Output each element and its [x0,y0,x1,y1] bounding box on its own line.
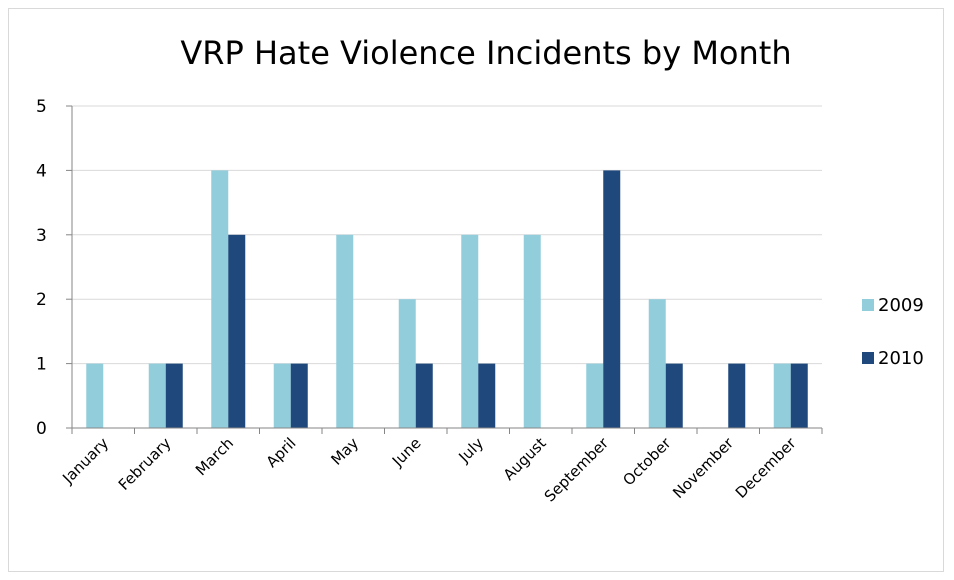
x-tick-label: June [388,434,425,471]
bar-2009-april [273,363,291,428]
x-tick-label: December [732,434,800,502]
legend: 2009 2010 [862,295,924,369]
x-tick-label: May [327,434,362,469]
bar-2010-june [415,363,433,428]
bar-2009-june [398,299,416,428]
bar-2010-december [790,363,808,428]
bar-2009-may [336,234,354,428]
bar-2009-august [523,234,541,428]
legend-swatch-2010 [862,352,874,364]
y-axis-tick-labels: 0 1 2 3 4 5 [36,97,47,439]
bar-2009-september [586,363,604,428]
x-tick-label: March [192,434,237,479]
legend-label-2010: 2010 [878,348,924,369]
bars [86,170,808,428]
x-tick-label: July [455,434,488,467]
y-tick-label: 3 [36,226,47,246]
chart-title: VRP Hate Violence Incidents by Month [180,34,791,72]
bar-2009-january [86,363,104,428]
legend-label-2009: 2009 [878,295,924,316]
x-tick-label: October [619,434,675,490]
x-axis [71,106,823,434]
x-tick-label: February [115,434,175,494]
x-tick-label: September [541,434,613,506]
bar-2010-july [478,363,496,428]
bar-2009-february [148,363,166,428]
y-tick-label: 1 [36,355,47,375]
x-axis-tick-labels: January February March April May June July Augu… [58,434,800,506]
x-tick-label: January [58,434,112,488]
bar-2009-july [461,234,479,428]
y-tick-label: 4 [36,161,47,181]
gridlines [66,105,822,429]
bar-2010-march [228,234,246,428]
bar-2010-april [290,363,308,428]
bar-2010-september [603,170,621,428]
bar-2010-february [165,363,183,428]
x-tick-label: April [263,434,300,471]
bar-2009-december [773,363,791,428]
bar-2009-october [648,299,666,428]
x-tick-label: August [500,434,550,484]
y-tick-label: 2 [36,290,47,310]
bar-2010-november [728,363,746,428]
legend-swatch-2009 [862,299,874,311]
bar-2009-march [211,170,229,428]
y-tick-label: 5 [36,97,47,117]
bar-2010-october [665,363,683,428]
y-tick-label: 0 [36,419,47,439]
x-tick-label: November [669,434,737,502]
